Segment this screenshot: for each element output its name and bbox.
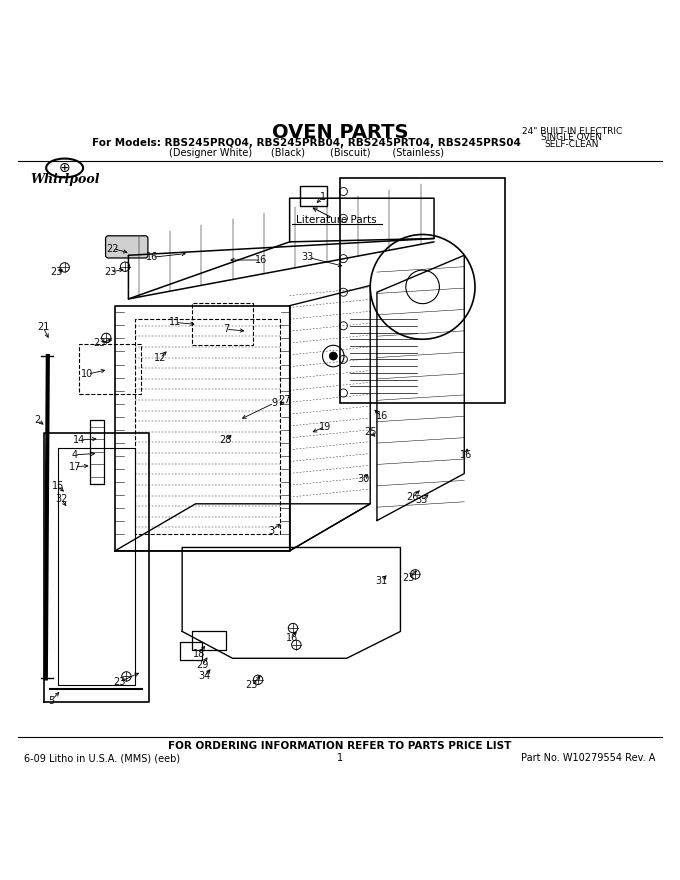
Text: 23: 23 [245, 680, 258, 690]
Text: Literature Parts: Literature Parts [296, 215, 377, 224]
FancyBboxPatch shape [105, 236, 148, 258]
Text: OVEN PARTS: OVEN PARTS [272, 123, 408, 142]
Text: 34: 34 [198, 671, 210, 681]
Text: 4: 4 [71, 450, 78, 459]
Text: 5: 5 [48, 695, 54, 706]
Text: 16: 16 [375, 412, 388, 422]
Text: 1: 1 [337, 753, 343, 763]
Text: 24" BUILT-IN ELECTRIC: 24" BUILT-IN ELECTRIC [522, 127, 622, 136]
Text: 16: 16 [460, 450, 473, 459]
Text: 25: 25 [364, 427, 377, 437]
Text: 27: 27 [279, 395, 291, 405]
Text: 21: 21 [37, 322, 50, 332]
Bar [300, 186, 326, 206]
Bar [80, 344, 141, 394]
Text: 9: 9 [271, 398, 277, 408]
Text: 23: 23 [403, 573, 415, 583]
Text: 7: 7 [222, 324, 229, 334]
Text: ⊕: ⊕ [58, 161, 71, 175]
Text: 18: 18 [193, 649, 205, 658]
Text: 26: 26 [407, 492, 419, 502]
Text: 15: 15 [52, 480, 64, 491]
Text: FOR ORDERING INFORMATION REFER TO PARTS PRICE LIST: FOR ORDERING INFORMATION REFER TO PARTS … [169, 741, 511, 752]
Text: 3: 3 [269, 525, 275, 536]
Text: 23: 23 [114, 677, 126, 686]
Text: 1: 1 [320, 192, 326, 202]
Bar [192, 303, 253, 345]
Text: 29: 29 [196, 660, 209, 670]
Text: (Designer White)      (Black)        (Biscuit)       (Stainless): (Designer White) (Black) (Biscuit) (Stai… [169, 148, 444, 158]
Text: 16: 16 [146, 253, 158, 262]
Text: 30: 30 [358, 474, 370, 484]
Text: 6-09 Litho in U.S.A. (MMS) (eeb): 6-09 Litho in U.S.A. (MMS) (eeb) [24, 753, 180, 763]
Text: 23: 23 [50, 268, 63, 277]
Text: 12: 12 [154, 353, 166, 363]
Text: 19: 19 [319, 422, 331, 431]
Circle shape [329, 352, 337, 360]
Text: 35: 35 [415, 495, 428, 505]
Bar [340, 178, 505, 403]
Text: 11: 11 [169, 318, 182, 327]
Text: SELF-CLEAN: SELF-CLEAN [545, 140, 599, 149]
Text: 32: 32 [55, 494, 67, 504]
Text: 16: 16 [254, 255, 267, 265]
Text: SINGLE OVEN: SINGLE OVEN [541, 133, 602, 143]
Text: Whirlpool: Whirlpool [30, 172, 99, 186]
Text: For Models: RBS245PRQ04, RBS245PRB04, RBS245PRT04, RBS245PRS04: For Models: RBS245PRQ04, RBS245PRB04, RB… [92, 138, 521, 148]
Text: 14: 14 [73, 435, 86, 445]
Text: 33: 33 [302, 253, 314, 262]
Text: 16: 16 [286, 633, 298, 643]
Text: 10: 10 [82, 370, 94, 379]
Text: 23: 23 [93, 338, 105, 348]
Text: 31: 31 [375, 576, 388, 586]
Text: Part No. W10279554 Rev. A: Part No. W10279554 Rev. A [522, 753, 656, 763]
Text: 28: 28 [220, 435, 232, 445]
Text: 23: 23 [104, 268, 116, 277]
Text: 17: 17 [69, 462, 81, 472]
Text: 22: 22 [107, 244, 119, 253]
Text: 2: 2 [35, 414, 41, 425]
